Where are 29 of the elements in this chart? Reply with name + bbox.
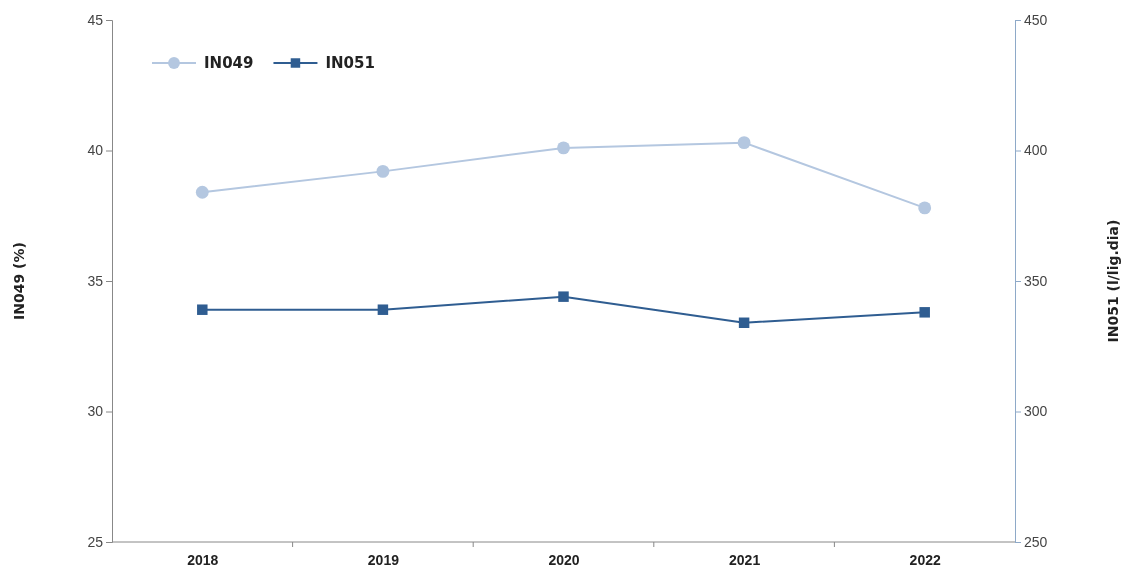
x-tick-label: 2018 [187, 551, 219, 568]
y-tick-label: 45 [87, 11, 104, 28]
point [557, 141, 570, 155]
point [737, 136, 751, 150]
y2-tick-label: 250 [1024, 533, 1048, 550]
y2-tick-label: 400 [1024, 142, 1048, 159]
point [195, 185, 209, 199]
point [738, 317, 750, 328]
y2-tick-label: 450 [1024, 11, 1048, 28]
y-tick-label: 30 [87, 403, 104, 420]
legend-label: IN049 [204, 54, 254, 72]
y-tick-label: 25 [87, 533, 104, 550]
legend-label: IN051 [325, 54, 375, 72]
y2-axis-title: IN051 (l/lig.dia) [1105, 219, 1121, 343]
point [376, 164, 390, 178]
x-tick-label: 2019 [367, 551, 400, 568]
point [919, 307, 930, 318]
point [197, 304, 208, 315]
y-axis-title: IN049 (%) [11, 242, 27, 320]
y-tick-label: 35 [87, 272, 104, 289]
point [377, 304, 389, 315]
x-tick-label: 2021 [729, 551, 761, 568]
point [558, 291, 569, 302]
point [918, 201, 932, 215]
y2-tick-label: 300 [1024, 403, 1048, 420]
y2-tick-label: 350 [1024, 272, 1048, 289]
y-tick-label: 40 [87, 142, 104, 159]
x-tick-label: 2020 [548, 551, 580, 568]
x-tick-label: 2022 [909, 551, 941, 568]
